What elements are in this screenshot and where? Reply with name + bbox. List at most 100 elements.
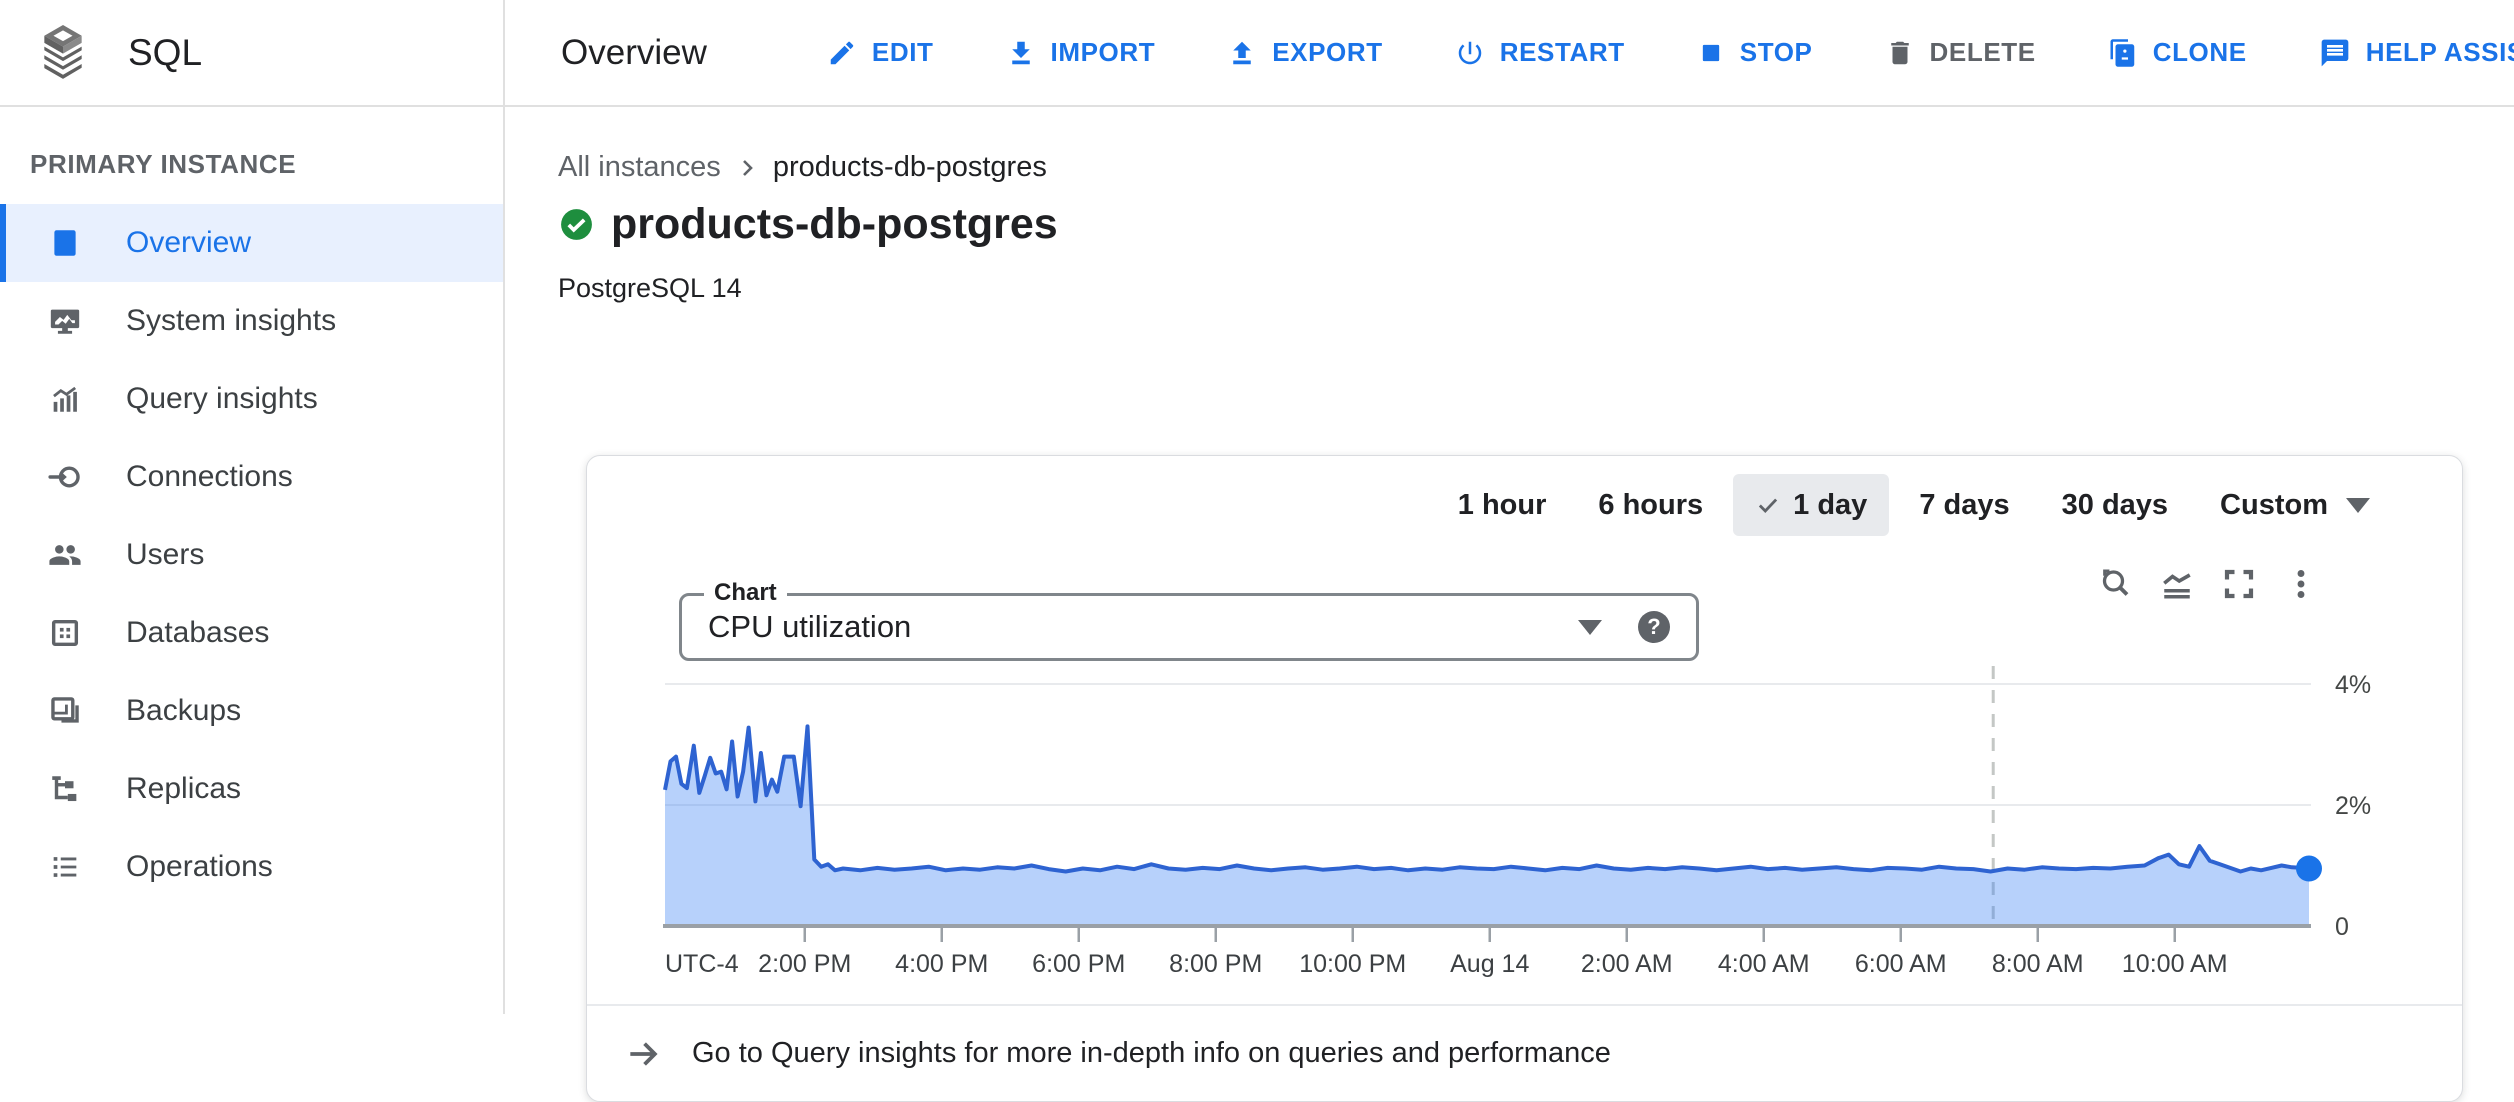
range-7-days-button[interactable]: 7 days [1897, 474, 2031, 536]
header-product: SQL [0, 0, 505, 107]
sidebar-item-system-insights[interactable]: System insights [0, 282, 503, 360]
sidebar-item-backups[interactable]: Backups [0, 672, 503, 750]
clone-label: CLONE [2152, 37, 2247, 67]
query-insights-link[interactable]: Go to Query insights for more in-depth i… [587, 1004, 2462, 1101]
breadcrumb-current: products-db-postgres [772, 151, 1047, 183]
y-tick-label: 2% [2335, 792, 2371, 820]
product-name: SQL [128, 31, 203, 73]
header-toolbar: Overview EDIT IMPORT EXPORT RESTART STOP [505, 0, 2514, 107]
range-custom-button[interactable]: Custom [2198, 474, 2392, 536]
chart-toolbar [2097, 566, 2319, 602]
breadcrumb-all-instances[interactable]: All instances [558, 151, 721, 183]
area-chart-mode-icon[interactable] [2159, 566, 2195, 602]
sidebar-item-label: Replicas [126, 772, 242, 805]
chart-canvas: 2:00 PM 4:00 PM 6:00 PM 8:00 PM 10:00 PM Aug … [663, 666, 2371, 978]
list-icon [53, 857, 77, 877]
edit-label: EDIT [871, 37, 934, 67]
sidebar-item-label: Users [126, 538, 205, 571]
help-icon[interactable]: ? [1638, 611, 1670, 643]
x-tick-label: Aug 14 [1450, 950, 1529, 978]
stop-button[interactable]: STOP [1697, 37, 1813, 68]
delete-label: DELETE [1929, 37, 2036, 67]
status-healthy-icon [561, 209, 592, 240]
x-tick-label: 8:00 AM [1992, 950, 2084, 978]
sidebar-item-connections[interactable]: Connections [0, 438, 503, 516]
sidebar-item-replicas[interactable]: Replicas [0, 750, 503, 828]
power-icon [1458, 41, 1481, 64]
clone-button[interactable]: CLONE [2108, 37, 2247, 68]
sidebar-item-label: Query insights [126, 382, 318, 415]
more-vert-icon[interactable] [2283, 566, 2319, 602]
sql-logo-icon [44, 24, 82, 79]
instance-title-row: products-db-postgres [558, 200, 2514, 249]
range-label: 7 days [1919, 488, 2010, 521]
cpu-line [663, 724, 2310, 874]
range-1-hour-button[interactable]: 1 hour [1436, 474, 1569, 536]
range-label: 30 days [2061, 488, 2169, 521]
sidebar-item-overview[interactable]: Overview [0, 204, 503, 282]
x-tick-label: 4:00 AM [1718, 950, 1810, 978]
people-icon [49, 545, 81, 565]
export-icon [1233, 41, 1251, 64]
range-label: 6 hours [1598, 488, 1704, 521]
import-icon [1011, 41, 1030, 64]
restart-label: RESTART [1499, 37, 1625, 67]
x-tick-label: 2:00 PM [758, 950, 851, 978]
stop-label: STOP [1739, 37, 1813, 67]
time-range-selector: 1 hour 6 hours 1 day 7 days 30 days Cust… [1436, 474, 2392, 536]
export-label: EXPORT [1272, 37, 1383, 67]
arrow-forward-icon [630, 1041, 658, 1066]
delete-button[interactable]: DELETE [1885, 37, 2036, 68]
x-tick-label: 2:00 AM [1581, 950, 1673, 978]
restart-button[interactable]: RESTART [1455, 37, 1625, 68]
query-insights-link-text: Go to Query insights for more in-depth i… [692, 1037, 1611, 1069]
sidebar-item-label: Databases [126, 616, 270, 649]
latest-value-dot [2296, 855, 2322, 882]
tree-icon [52, 776, 77, 802]
chart-metric-select[interactable]: Chart CPU utilization ? [679, 579, 1699, 661]
sidebar-item-operations[interactable]: Operations [0, 828, 503, 906]
stop-icon [1702, 44, 1719, 61]
range-6-hours-button[interactable]: 6 hours [1576, 474, 1725, 536]
export-button[interactable]: EXPORT [1227, 37, 1383, 68]
import-button[interactable]: IMPORT [1006, 37, 1156, 68]
chart-select-value: CPU utilization [708, 609, 912, 644]
x-tick-label: 6:00 PM [1032, 950, 1125, 978]
help-assistant-button[interactable]: HELP ASSISTANT [2319, 37, 2514, 69]
page-title: Overview [561, 32, 707, 72]
range-1-day-button[interactable]: 1 day [1733, 474, 1890, 536]
sidebar-item-label: Operations [126, 850, 273, 883]
sidebar-item-databases[interactable]: Databases [0, 594, 503, 672]
y-tick-label: 4% [2335, 671, 2371, 699]
sidebar: PRIMARY INSTANCE Overview System insight… [0, 107, 505, 1014]
chat-icon [2321, 39, 2349, 66]
sidebar-item-query-insights[interactable]: Query insights [0, 360, 503, 438]
sidebar-item-users[interactable]: Users [0, 516, 503, 594]
chevron-right-icon [742, 159, 753, 176]
check-icon [1759, 498, 1778, 513]
edit-button[interactable]: EDIT [827, 37, 934, 68]
chart-select-label: Chart [704, 579, 787, 607]
caret-down-icon [1578, 619, 1602, 635]
instance-icon [54, 230, 76, 256]
bar-trend-icon [53, 386, 77, 412]
sidebar-item-label: Connections [126, 460, 293, 493]
plug-icon [48, 466, 80, 488]
range-label: Custom [2220, 488, 2328, 521]
backup-icon [51, 697, 79, 723]
range-label: 1 day [1793, 488, 1868, 521]
zoom-reset-icon[interactable] [2097, 566, 2133, 602]
cpu-utilization-chart[interactable]: 2:00 PM 4:00 PM 6:00 PM 8:00 PM 10:00 PM Aug … [639, 661, 2464, 991]
main-content: All instances products-db-postgres produ… [505, 107, 2514, 1102]
sidebar-item-label: Overview [126, 226, 252, 259]
monitor-chart-icon [50, 309, 80, 334]
action-bar: EDIT IMPORT EXPORT RESTART STOP DELETE [827, 37, 2514, 69]
clone-icon [2110, 38, 2134, 67]
sidebar-item-label: Backups [126, 694, 242, 727]
database-grid-icon [51, 619, 79, 647]
fullscreen-icon[interactable] [2221, 566, 2257, 602]
y-tick-label: 0 [2335, 913, 2349, 941]
import-label: IMPORT [1050, 37, 1156, 67]
range-30-days-button[interactable]: 30 days [2040, 474, 2190, 536]
x-tick-label: 6:00 AM [1855, 950, 1947, 978]
